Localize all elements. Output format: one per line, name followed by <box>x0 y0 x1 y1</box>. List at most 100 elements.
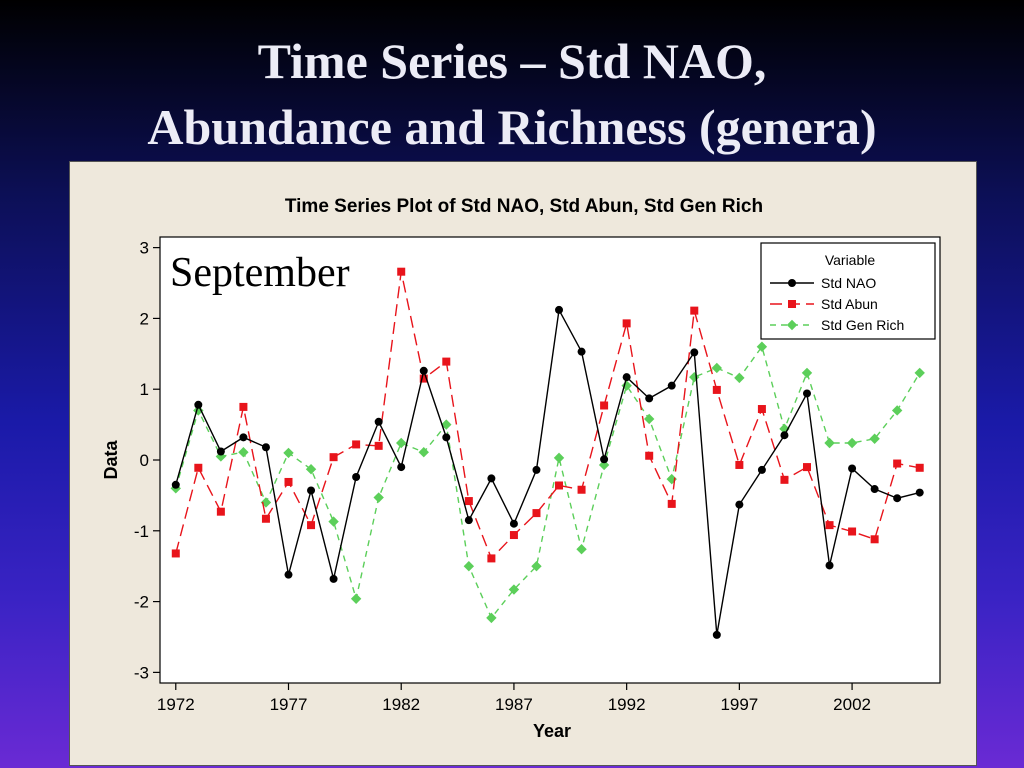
data-point-std-nao <box>307 486 316 495</box>
data-point-std-gen-rich <box>305 464 317 475</box>
series-std-nao <box>171 305 924 639</box>
legend-entry-std-abun: Std Abun <box>770 296 878 312</box>
chart-title: Time Series Plot of Std NAO, Std Abun, S… <box>285 196 763 217</box>
data-point-std-abun <box>780 475 789 484</box>
data-point-std-nao <box>870 485 879 494</box>
legend-entry-std-gen-rich: Std Gen Rich <box>770 317 904 333</box>
y-tick-label: -1 <box>134 522 149 541</box>
data-point-std-nao <box>329 574 338 583</box>
data-point-std-nao <box>171 480 180 489</box>
data-point-std-nao <box>780 431 789 440</box>
data-point-std-abun <box>307 521 316 530</box>
data-point-std-gen-rich <box>846 437 858 449</box>
x-tick-label: 2002 <box>833 695 871 714</box>
data-point-std-abun <box>690 306 699 315</box>
data-point-std-nao <box>555 305 564 314</box>
series-std-abun <box>171 267 924 563</box>
data-point-std-abun <box>397 267 406 276</box>
data-point-std-abun <box>487 554 496 563</box>
legend-entry-std-nao: Std NAO <box>770 275 876 291</box>
data-point-std-nao <box>352 472 361 481</box>
slide-title-line-2: Abundance and Richness (genera) <box>147 99 877 155</box>
data-point-std-gen-rich <box>824 437 835 449</box>
data-point-std-abun <box>329 453 338 462</box>
data-point-std-gen-rich <box>621 380 632 391</box>
data-point-std-abun <box>802 463 811 472</box>
x-tick-label: 1972 <box>157 695 195 714</box>
y-tick-label: -2 <box>134 593 149 612</box>
axes: -3 -2 -1 0 1 2 3 1972 1977 1982 1987 1992 1997 2002 <box>134 239 871 714</box>
data-point-std-abun <box>261 514 270 523</box>
data-point-std-nao <box>397 463 406 472</box>
data-point-std-nao <box>645 394 654 403</box>
series-line-std-gen-rich <box>175 345 921 620</box>
data-point-std-nao <box>194 400 203 409</box>
data-point-std-nao <box>577 347 586 356</box>
data-point-std-nao <box>464 516 473 525</box>
x-tick-label: 1997 <box>720 695 758 714</box>
y-tick-label: 1 <box>140 380 149 399</box>
data-point-std-nao <box>532 465 541 474</box>
data-point-std-abun <box>600 401 609 410</box>
data-point-std-abun <box>171 549 180 558</box>
data-point-std-nao <box>735 500 744 509</box>
data-point-std-nao <box>667 381 676 390</box>
data-point-std-abun <box>735 460 744 469</box>
data-point-std-gen-rich <box>869 433 880 444</box>
data-point-std-abun <box>870 535 879 544</box>
data-point-std-abun <box>442 357 451 366</box>
x-tick-label: 1977 <box>270 695 308 714</box>
x-tick-label: 1987 <box>495 695 533 714</box>
data-point-std-abun <box>352 440 361 449</box>
data-point-std-nao <box>915 488 924 497</box>
legend-label-std-abun: Std Abun <box>821 296 878 312</box>
y-axis-title: Data <box>101 440 121 480</box>
chart-panel: Time Series Plot of Std NAO, Std Abun, S… <box>69 161 977 766</box>
series-line-std-nao <box>175 307 920 635</box>
data-point-std-gen-rich <box>553 452 565 464</box>
data-point-std-abun <box>848 527 857 536</box>
data-point-std-gen-rich <box>373 492 384 503</box>
data-point-std-nao <box>442 433 451 442</box>
data-point-std-abun <box>374 441 383 450</box>
data-point-std-nao <box>239 433 248 442</box>
data-point-std-gen-rich <box>891 405 903 416</box>
slide-title-line-1: Time Series – Std NAO, <box>257 33 767 89</box>
data-point-std-nao <box>216 447 225 456</box>
legend-entries: Std NAO Std Abun Std Gen Rich <box>770 275 904 333</box>
data-point-std-gen-rich <box>441 419 452 430</box>
data-point-std-abun <box>667 499 676 508</box>
legend: Variable Std NAO Std Abun Std Gen Rich <box>760 242 936 340</box>
legend-marker-std-gen-rich <box>786 319 798 331</box>
data-point-std-abun <box>915 463 924 472</box>
data-point-std-nao <box>284 570 293 579</box>
data-point-std-nao <box>690 348 699 357</box>
series-line-std-abun <box>175 271 920 560</box>
data-point-std-nao <box>509 519 518 528</box>
data-point-std-abun <box>532 509 541 518</box>
data-point-std-abun <box>464 497 473 506</box>
data-point-std-gen-rich <box>643 413 655 425</box>
legend-marker-std-nao <box>788 279 796 287</box>
y-tick-label: 2 <box>140 309 149 328</box>
data-point-std-abun <box>419 374 428 383</box>
data-point-std-gen-rich <box>283 447 294 459</box>
x-tick-label: 1992 <box>608 695 646 714</box>
data-point-std-nao <box>600 455 609 464</box>
data-point-std-gen-rich <box>396 437 407 449</box>
data-point-std-abun <box>509 531 518 540</box>
data-point-std-nao <box>712 630 721 639</box>
data-point-std-abun <box>893 459 902 468</box>
data-point-std-gen-rich <box>801 367 813 379</box>
data-point-std-gen-rich <box>328 516 339 527</box>
data-point-std-gen-rich <box>486 612 497 624</box>
data-point-std-gen-rich <box>418 447 429 458</box>
legend-label-std-gen-rich: Std Gen Rich <box>821 317 904 333</box>
data-point-std-abun <box>712 385 721 394</box>
data-point-std-abun <box>216 507 225 516</box>
data-point-std-nao <box>802 389 811 398</box>
data-point-std-abun <box>555 481 564 490</box>
legend-label-std-nao: Std NAO <box>821 275 876 291</box>
series-layer <box>170 267 925 639</box>
data-point-std-abun <box>284 477 293 486</box>
